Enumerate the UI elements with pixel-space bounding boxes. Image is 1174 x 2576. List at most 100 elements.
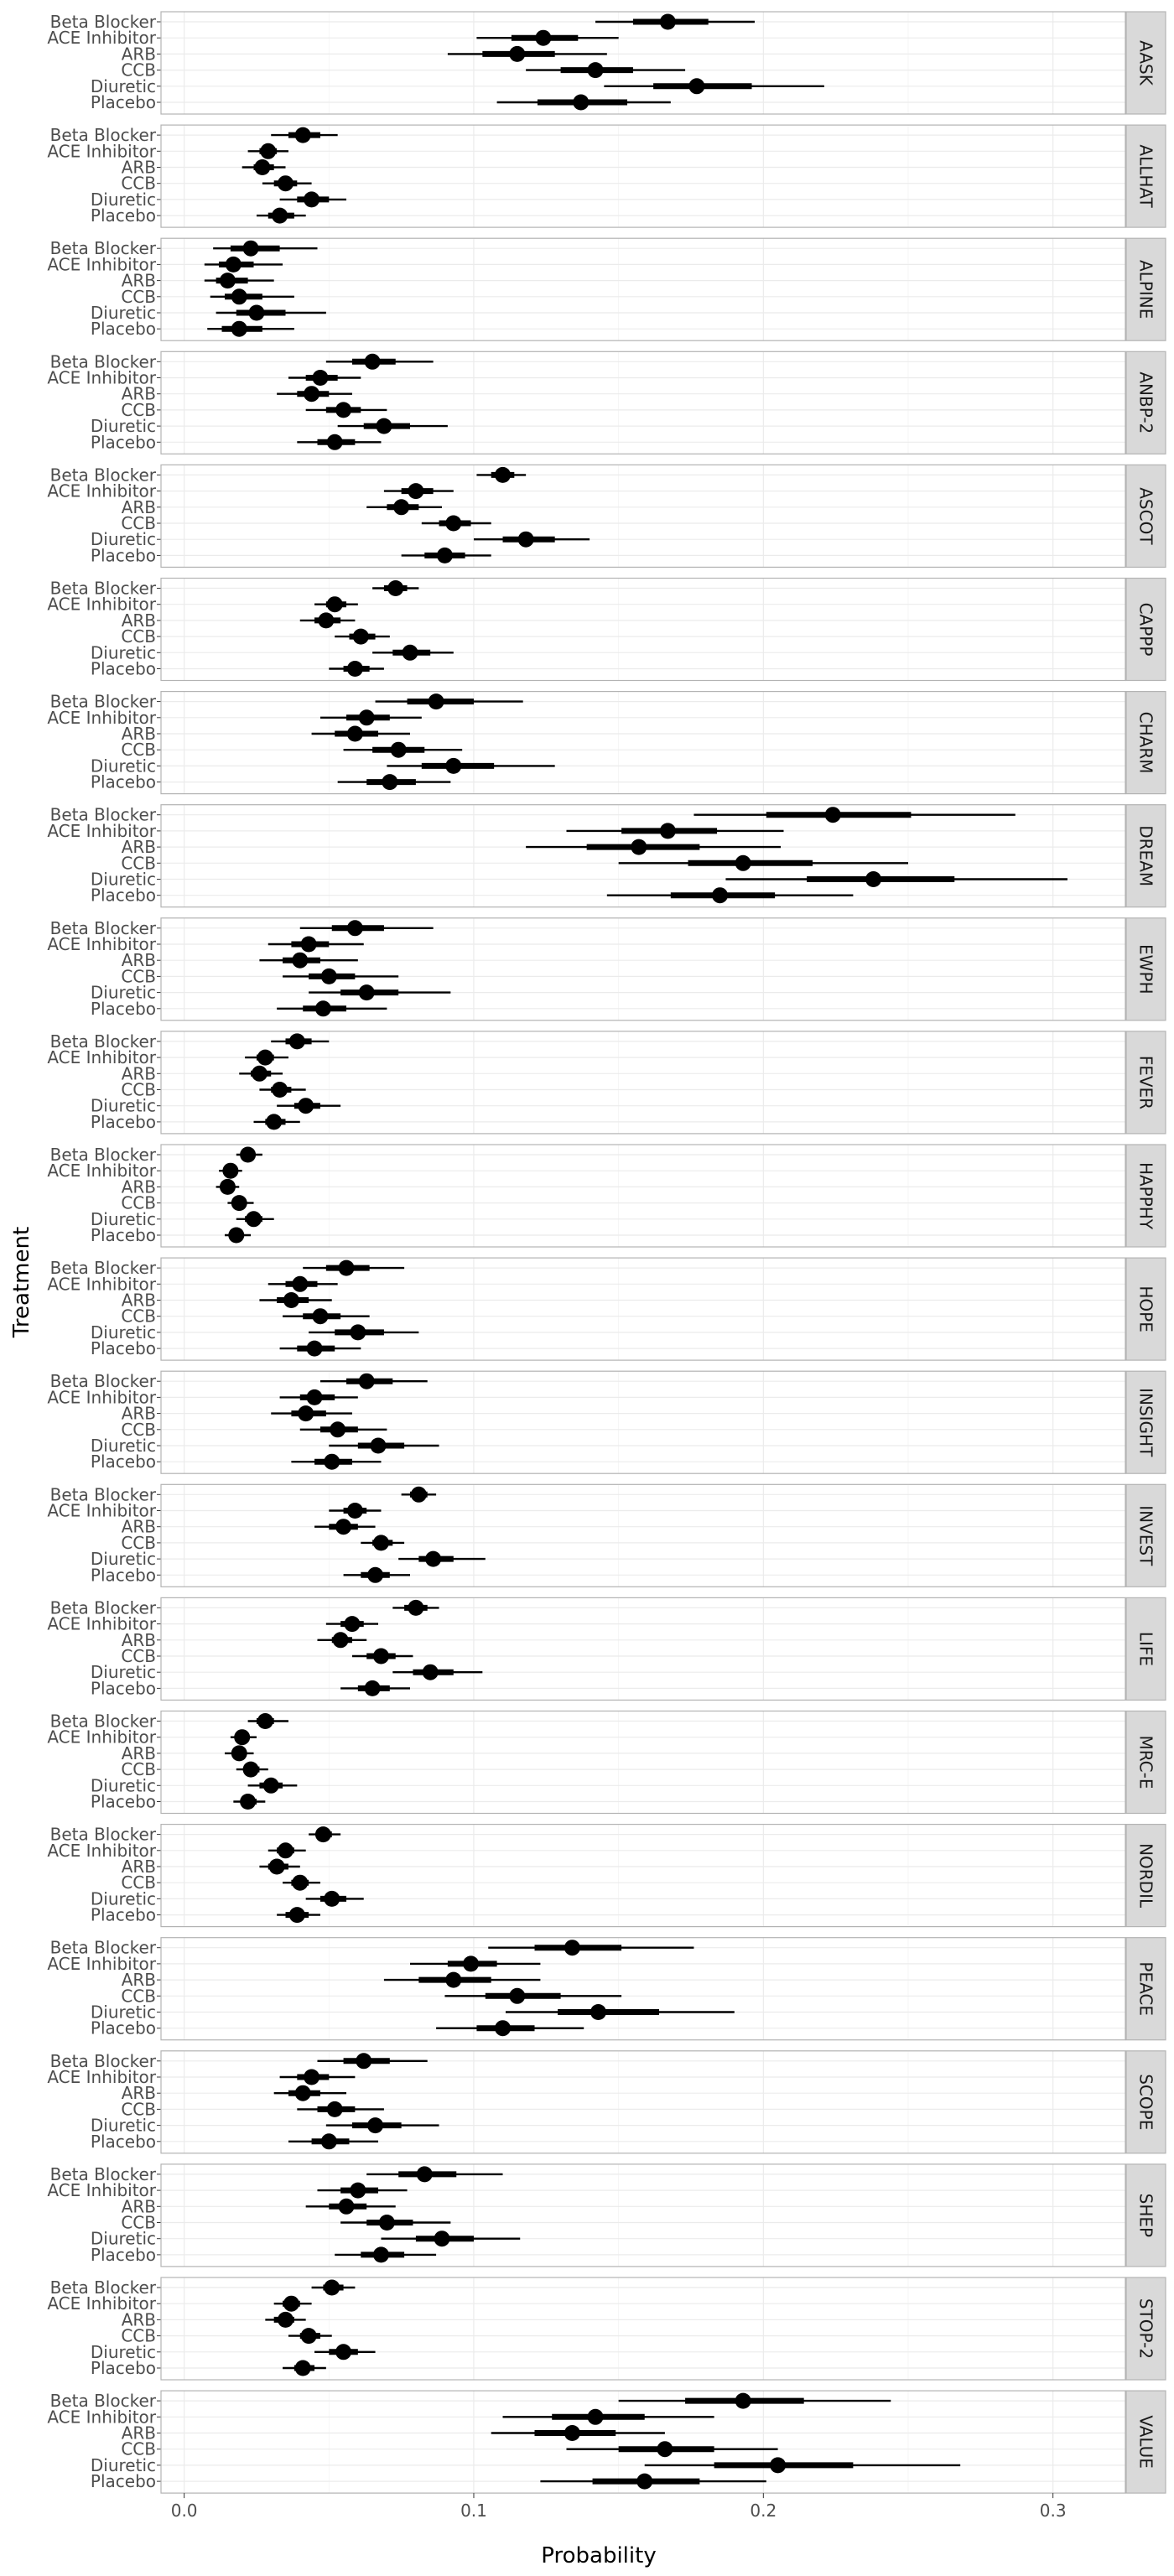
facet-strip	[1125, 917, 1166, 1021]
point-estimate	[367, 2117, 384, 2134]
panel-border	[160, 464, 1126, 569]
point-estimate	[318, 612, 335, 629]
panel-border	[160, 804, 1126, 908]
point-estimate	[535, 29, 552, 46]
y-tick-label: Diuretic	[91, 416, 156, 436]
point-estimate	[372, 1648, 389, 1665]
point-estimate	[324, 1890, 340, 1907]
panel-background	[161, 804, 1125, 907]
panel-background	[161, 125, 1125, 228]
point-estimate	[234, 1729, 251, 1746]
facet-strip-label: NORDIL	[1136, 1843, 1156, 1909]
panel-background	[161, 1371, 1125, 1474]
point-estimate	[251, 1065, 268, 1082]
y-tick-label: Placebo	[91, 2132, 156, 2152]
point-estimate	[636, 2473, 653, 2490]
y-tick-label: Placebo	[91, 999, 156, 1019]
facet-strip-label: FEVER	[1136, 1056, 1156, 1109]
point-estimate	[324, 2279, 340, 2296]
y-tick-label: CCB	[121, 2439, 156, 2459]
y-tick-label: ACE Inhibitor	[47, 1841, 156, 1861]
point-estimate	[346, 725, 363, 742]
y-tick-label: Beta Blocker	[50, 1258, 157, 1278]
y-tick-label: Placebo	[91, 1452, 156, 1472]
point-estimate	[425, 1550, 442, 1567]
point-estimate	[434, 2231, 450, 2247]
y-tick-label: Beta Blocker	[50, 465, 157, 485]
point-estimate	[509, 1987, 526, 2004]
facet-strip	[1125, 11, 1166, 115]
point-estimate	[304, 191, 320, 208]
point-estimate	[277, 2311, 294, 2328]
panel-background	[161, 238, 1125, 341]
facet-strip-label: STOP-2	[1136, 2298, 1156, 2359]
y-tick-label: Beta Blocker	[50, 2277, 157, 2298]
panel-background	[161, 1484, 1125, 1587]
point-estimate	[410, 1486, 427, 1503]
panel-border	[160, 2163, 1126, 2267]
facet-strip-label: AASK	[1136, 40, 1156, 86]
x-tick-label: 0.0	[171, 2501, 198, 2521]
facet-strip	[1125, 1370, 1166, 1474]
y-tick-label: Diuretic	[91, 1322, 156, 1343]
y-tick-label: CCB	[121, 740, 156, 760]
y-tick-label: Beta Blocker	[50, 1711, 157, 1732]
point-estimate	[770, 2457, 787, 2474]
x-tick-label: 0.2	[750, 2501, 777, 2521]
point-estimate	[288, 1907, 305, 1924]
point-estimate	[231, 288, 247, 305]
point-estimate	[358, 709, 375, 726]
facet-strip-label: CHARM	[1136, 712, 1156, 774]
point-estimate	[372, 2246, 389, 2263]
point-estimate	[219, 273, 236, 289]
point-estimate	[283, 1292, 299, 1308]
y-tick-label: ACE Inhibitor	[47, 1727, 156, 1748]
y-tick-label: ARB	[122, 2309, 156, 2329]
point-estimate	[228, 1227, 245, 1244]
y-tick-label: CCB	[121, 1759, 156, 1779]
facet-strip-label: SCOPE	[1136, 2074, 1156, 2130]
y-tick-label: Placebo	[91, 1678, 156, 1698]
point-estimate	[590, 2004, 606, 2020]
y-tick-label: ARB	[122, 44, 156, 64]
panel-border	[160, 1031, 1126, 1135]
facet-strip	[1125, 124, 1166, 228]
panel-border	[160, 351, 1126, 454]
panel-border	[160, 11, 1126, 115]
point-estimate	[219, 1178, 236, 1195]
y-tick-label: Diuretic	[91, 870, 156, 890]
point-estimate	[573, 94, 590, 111]
point-estimate	[312, 1308, 329, 1325]
y-tick-label: Diuretic	[91, 1549, 156, 1569]
point-estimate	[283, 2295, 299, 2312]
facet-strip-label: HAPPHY	[1136, 1162, 1156, 1230]
y-tick-label: ACE Inhibitor	[47, 2067, 156, 2087]
y-tick-label: CCB	[121, 287, 156, 307]
y-tick-label: ACE Inhibitor	[47, 2180, 156, 2200]
facet-strip-label: ALLHAT	[1136, 144, 1156, 208]
facet-strip-label: ANBP-2	[1136, 371, 1156, 434]
y-tick-label: ACE Inhibitor	[47, 1274, 156, 1294]
point-estimate	[314, 1000, 331, 1017]
point-estimate	[382, 774, 398, 791]
facet-strip	[1125, 464, 1166, 569]
point-estimate	[564, 1940, 580, 1956]
y-tick-label: Beta Blocker	[50, 918, 157, 938]
point-estimate	[346, 920, 363, 937]
point-estimate	[314, 1826, 331, 1843]
point-estimate	[240, 1794, 257, 1810]
y-tick-label: ACE Inhibitor	[47, 2407, 156, 2427]
y-tick-label: Beta Blocker	[50, 1031, 157, 1052]
point-estimate	[242, 240, 259, 257]
facet-strip	[1125, 1257, 1166, 1361]
point-estimate	[352, 628, 369, 645]
point-estimate	[865, 871, 882, 887]
facet-strip	[1125, 1937, 1166, 2041]
y-tick-label: ARB	[122, 724, 156, 744]
